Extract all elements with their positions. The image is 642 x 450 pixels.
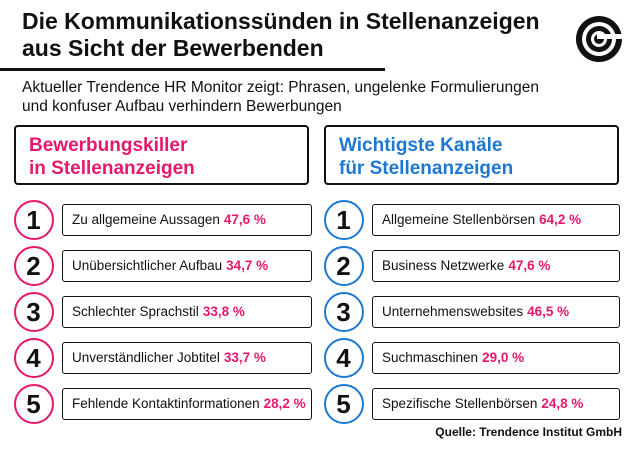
item-label: Business Netzwerke (382, 258, 505, 273)
item-label-box: Business Netzwerke 47,6 % (372, 250, 620, 282)
item-label-box: Schlechter Sprachstil 33,8 % (62, 296, 312, 328)
item-value: 34,7 % (226, 258, 269, 273)
item-label: Schlechter Sprachstil (72, 304, 199, 319)
item-label: Spezifische Stellenbörsen (382, 396, 538, 411)
rank-circle: 5 (324, 384, 364, 424)
rank-circle: 4 (14, 338, 54, 378)
item-label: Unverständlicher Jobtitel (72, 350, 220, 365)
subtitle-line-1: Aktueller Trendence HR Monitor zeigt: Ph… (22, 79, 539, 96)
rank-number: 5 (26, 389, 41, 419)
panel-heading-line-1: Wichtigste Kanäle (339, 135, 503, 156)
rank-number: 2 (336, 251, 351, 281)
item-label: Allgemeine Stellenbörsen (382, 212, 536, 227)
subtitle: Aktueller Trendence HR Monitor zeigt: Ph… (22, 78, 632, 116)
item-label-box: Unverständlicher Jobtitel 33,7 % (62, 342, 312, 374)
item-value: 47,6 % (508, 258, 551, 273)
rank-number: 3 (26, 297, 41, 327)
item-label-box: Unternehmenswebsites 46,5 % (372, 296, 620, 328)
source-note: Quelle: Trendence Institut GmbH (435, 425, 622, 439)
title-line-2: aus Sicht der Bewerbenden (22, 35, 324, 61)
item-label-box: Zu allgemeine Aussagen 47,6 % (62, 204, 312, 236)
list-item: 4 Suchmaschinen 29,0 % (324, 336, 624, 382)
panel-heading-line-1: Bewerbungskiller (29, 135, 188, 156)
item-value: 24,8 % (541, 396, 584, 411)
rank-circle: 3 (14, 292, 54, 332)
item-label: Suchmaschinen (382, 350, 479, 365)
list-bewerbungskiller: 1 Zu allgemeine Aussagen 47,6 % 2 Unübers… (14, 198, 314, 428)
item-label-box: Suchmaschinen 29,0 % (372, 342, 620, 374)
rank-number: 5 (336, 389, 351, 419)
list-item: 4 Unverständlicher Jobtitel 33,7 % (14, 336, 314, 382)
item-label: Zu allgemeine Aussagen (72, 212, 220, 227)
panel-heading-kanaele: Wichtigste Kanäle für Stellenanzeigen (324, 125, 619, 185)
list-kanaele: 1 Allgemeine Stellenbörsen 64,2 % 2 Busin… (324, 198, 624, 428)
title-line-1: Die Kommunikationssünden in Stellenanzei… (22, 8, 540, 34)
item-label: Unübersichtlicher Aufbau (72, 258, 223, 273)
page-title: Die Kommunikationssünden in Stellenanzei… (22, 8, 562, 62)
rank-circle: 3 (324, 292, 364, 332)
rank-number: 1 (26, 205, 41, 235)
concentric-spiral-logo (576, 16, 624, 62)
list-item: 5 Spezifische Stellenbörsen 24,8 % (324, 382, 624, 428)
rank-number: 4 (336, 343, 351, 373)
rank-number: 2 (26, 251, 41, 281)
item-label-box: Allgemeine Stellenbörsen 64,2 % (372, 204, 620, 236)
rank-circle: 1 (324, 200, 364, 240)
rank-circle: 5 (14, 384, 54, 424)
list-item: 3 Schlechter Sprachstil 33,8 % (14, 290, 314, 336)
item-label-box: Unübersichtlicher Aufbau 34,7 % (62, 250, 312, 282)
item-value: 33,7 % (223, 350, 266, 365)
item-value: 46,5 % (527, 304, 570, 319)
list-item: 1 Zu allgemeine Aussagen 47,6 % (14, 198, 314, 244)
item-label-box: Spezifische Stellenbörsen 24,8 % (372, 388, 620, 420)
item-label: Fehlende Kontaktinformationen (72, 396, 260, 411)
rank-number: 3 (336, 297, 351, 327)
item-value: 64,2 % (539, 212, 582, 227)
list-item: 1 Allgemeine Stellenbörsen 64,2 % (324, 198, 624, 244)
list-item: 2 Unübersichtlicher Aufbau 34,7 % (14, 244, 314, 290)
item-value: 47,6 % (223, 212, 266, 227)
subtitle-line-2: und konfuser Aufbau verhindern Bewerbung… (22, 98, 342, 115)
panel-heading-line-2: in Stellenanzeigen (29, 158, 195, 179)
item-value: 29,0 % (482, 350, 525, 365)
item-value: 33,8 % (202, 304, 245, 319)
item-label-box: Fehlende Kontaktinformationen 28,2 % (62, 388, 312, 420)
list-item: 2 Business Netzwerke 47,6 % (324, 244, 624, 290)
panel-heading-line-2: für Stellenanzeigen (339, 158, 514, 179)
panel-heading-bewerbungskiller: Bewerbungskiller in Stellenanzeigen (14, 125, 309, 185)
item-value: 28,2 % (263, 396, 306, 411)
rank-circle: 2 (324, 246, 364, 286)
rank-circle: 1 (14, 200, 54, 240)
title-divider (0, 68, 385, 71)
list-item: 3 Unternehmenswebsites 46,5 % (324, 290, 624, 336)
rank-number: 1 (336, 205, 351, 235)
rank-circle: 2 (14, 246, 54, 286)
list-item: 5 Fehlende Kontaktinformationen 28,2 % (14, 382, 314, 428)
rank-circle: 4 (324, 338, 364, 378)
item-label: Unternehmenswebsites (382, 304, 524, 319)
rank-number: 4 (26, 343, 41, 373)
